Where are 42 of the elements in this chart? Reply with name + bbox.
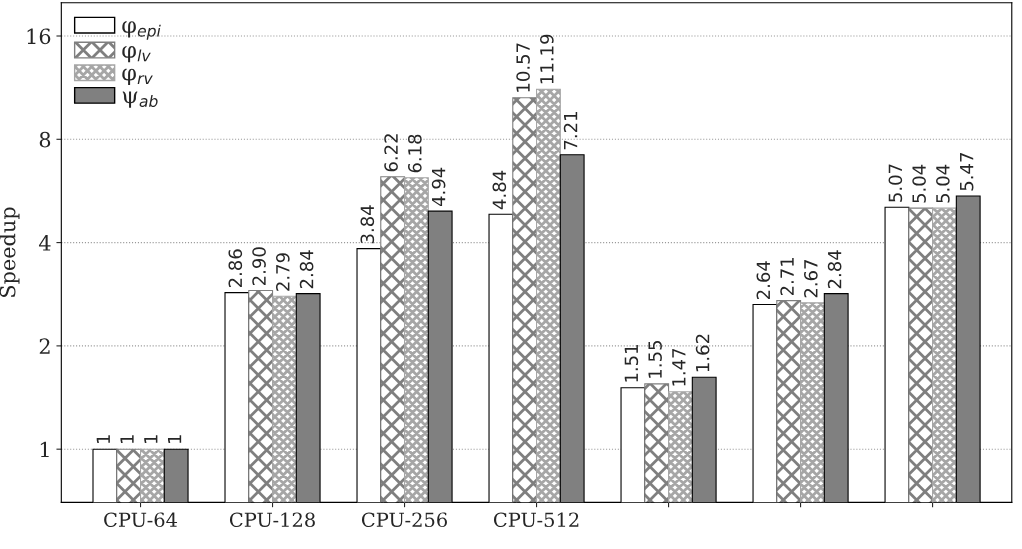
data-label: 1.51 (624, 345, 639, 382)
data-label: 2.90 (252, 247, 266, 286)
data-label: 2.84 (827, 250, 842, 289)
data-label: 10.57 (516, 43, 530, 92)
legend-label: φ$_{epi}$ (122, 21, 161, 40)
y-tick-label: 4 (38, 235, 51, 251)
data-label: 2.64 (756, 261, 771, 300)
data-label: 7.21 (563, 112, 578, 150)
data-label: 1.62 (695, 334, 710, 372)
y-axis-title: Speedup (0, 207, 20, 297)
data-label: 1 (167, 435, 182, 444)
x-tick-label: CPU-64 (104, 512, 178, 528)
data-label: 1.55 (648, 341, 662, 378)
x-tick-label: CPU-128 (229, 512, 315, 528)
data-label: 1 (96, 435, 110, 444)
legend-label: φ$_{lv}$ (122, 46, 151, 63)
y-tick-label: 16 (27, 28, 51, 45)
data-label: 5.04 (912, 164, 926, 203)
data-label: 2.71 (780, 257, 794, 296)
data-label: 6.18 (408, 134, 422, 173)
data-label: 5.47 (960, 153, 974, 191)
data-label: 1.47 (672, 348, 686, 386)
data-label: 3.84 (360, 205, 375, 244)
legend-label: ψ$_{ab}$ (122, 91, 158, 108)
data-label: 1 (144, 435, 158, 444)
data-label: 2.86 (228, 249, 243, 288)
data-label: 11.19 (540, 34, 554, 84)
data-label: 1 (120, 435, 134, 444)
data-label: 2.84 (299, 250, 314, 289)
legend-label: φ$_{rv}$ (122, 68, 153, 85)
y-tick-label: 2 (39, 338, 50, 354)
data-label: 4.94 (431, 167, 446, 207)
y-tick-label: 1 (40, 441, 49, 458)
data-label: 2.79 (276, 253, 290, 291)
data-label: 5.04 (936, 164, 950, 203)
x-tick-label: CPU-512 (493, 512, 579, 528)
data-label: 2.67 (804, 260, 818, 298)
data-label: 5.07 (888, 164, 903, 202)
data-label: 6.22 (384, 134, 398, 172)
x-tick-label: CPU-256 (361, 512, 447, 528)
data-label: 4.84 (492, 170, 507, 210)
y-tick-label: 8 (39, 131, 51, 148)
